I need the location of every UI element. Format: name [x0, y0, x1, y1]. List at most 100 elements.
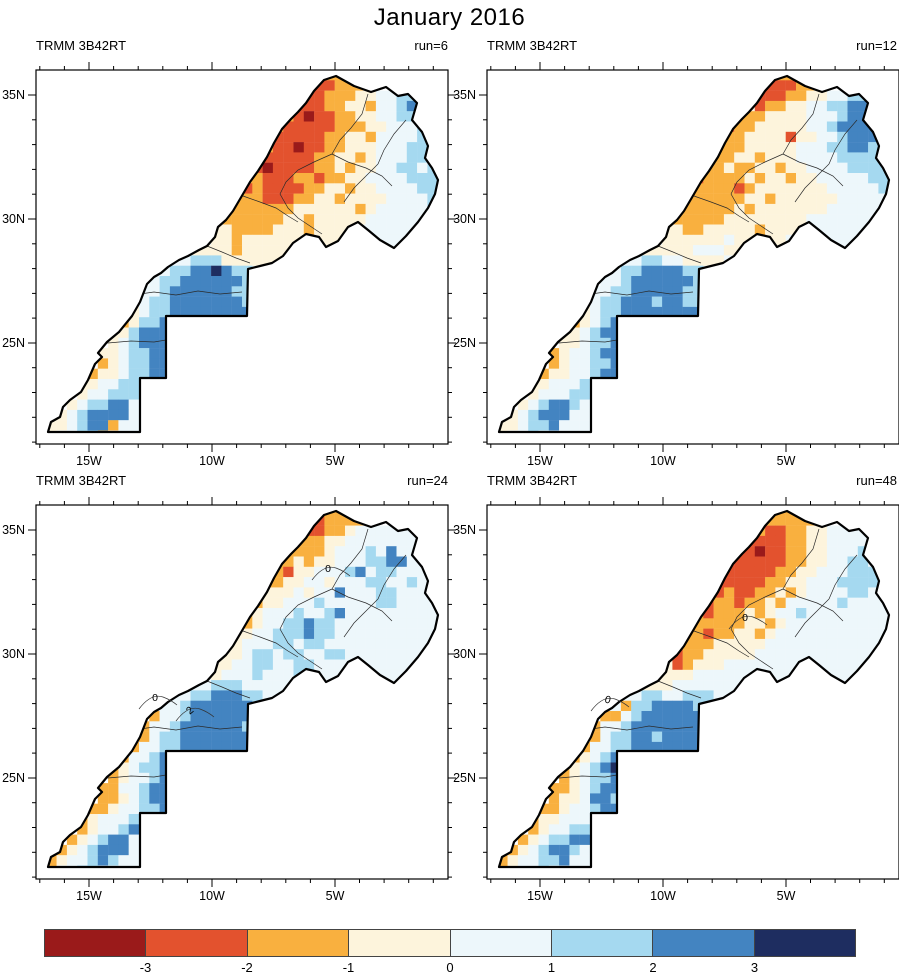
grid-cell: [816, 203, 828, 215]
grid-cell: [775, 525, 786, 537]
grid-cell: [252, 690, 263, 701]
grid-cell: [754, 224, 766, 235]
grid-cell: [857, 203, 869, 215]
grid-cell: [118, 855, 129, 866]
x-axis-label: 15W: [527, 889, 553, 903]
grid-cell: [651, 731, 663, 743]
grid-cell: [128, 358, 140, 369]
grid-cell: [87, 824, 98, 835]
grid-cell: [672, 680, 683, 691]
colorbar-tick-label: -1: [342, 960, 355, 975]
grid-cell: [868, 546, 879, 557]
grid-cell: [775, 183, 786, 194]
grid-cell: [847, 224, 858, 235]
grid-cell: [406, 142, 418, 153]
x-axis-label: 5W: [326, 454, 345, 468]
grid-cell: [744, 546, 755, 557]
grid-cell: [765, 224, 776, 235]
grid-cell: [242, 680, 253, 691]
grid-cell: [365, 131, 377, 143]
grid-cell: [610, 368, 622, 380]
grid-cell: [672, 659, 683, 670]
grid-cell: [816, 152, 828, 163]
grid-cell: [406, 608, 418, 619]
grid-cell: [672, 731, 683, 743]
grid-cell: [169, 358, 181, 369]
grid-cell: [538, 803, 549, 815]
contour-label: 0: [603, 694, 612, 707]
grid-cell: [437, 556, 438, 567]
grid-cell: [314, 659, 325, 670]
grid-cell: [888, 121, 889, 132]
grid-cell: [221, 276, 232, 287]
grid-cell: [888, 618, 889, 629]
grid-cell: [703, 224, 714, 235]
grid-cell: [775, 111, 786, 122]
grid-cell: [610, 276, 622, 287]
grid-cell: [754, 100, 766, 112]
grid-cell: [375, 142, 387, 153]
grid-cell: [406, 556, 418, 567]
grid-cell: [754, 142, 766, 153]
grid-cell: [231, 731, 243, 743]
grid-cell: [314, 203, 325, 215]
grid-cell: [610, 772, 622, 784]
grid-cell: [272, 173, 284, 184]
grid-cell: [272, 100, 284, 112]
grid-cell: [314, 214, 325, 225]
grid-cell: [610, 762, 622, 773]
grid-cell: [847, 587, 858, 598]
grid-cell: [386, 193, 397, 205]
grid-cell: [548, 399, 560, 411]
grid-cell: [837, 608, 848, 619]
grid-cell: [169, 731, 181, 743]
grid-cell: [847, 659, 858, 670]
grid-cell: [682, 711, 694, 722]
grid-cell: [427, 556, 438, 567]
grid-cell: [293, 587, 304, 598]
grid-cell: [600, 306, 611, 318]
grid-cell: [252, 193, 263, 205]
grid-cell: [324, 111, 335, 122]
grid-cell: [139, 783, 150, 794]
grid-cell: [713, 741, 725, 753]
grid-cell: [816, 535, 828, 547]
grid-cell: [785, 100, 797, 112]
grid-cell: [365, 142, 377, 153]
grid-cell: [149, 399, 160, 411]
grid-cell: [682, 690, 694, 701]
y-axis-label: 30N: [2, 647, 25, 661]
grid-cell: [806, 638, 817, 650]
grid-cell: [857, 535, 869, 547]
grid-cell: [837, 628, 848, 640]
grid-cell: [406, 121, 418, 132]
grid-cell: [283, 193, 294, 205]
grid-cell: [806, 162, 817, 174]
grid-cell: [365, 214, 377, 225]
grid-cell: [375, 587, 387, 598]
grid-cell: [579, 337, 591, 349]
grid-cell: [600, 762, 611, 773]
grid-cell: [314, 577, 325, 588]
grid-cell: [231, 255, 243, 266]
grid-cell: [806, 566, 817, 578]
grid-cell: [345, 597, 356, 609]
grid-cell: [221, 731, 232, 743]
grid-cell: [765, 546, 776, 557]
grid-cell: [744, 111, 755, 122]
grid-cell: [324, 556, 335, 567]
grid-cell: [775, 659, 786, 670]
grid-cell: [324, 535, 335, 547]
grid-cell: [375, 546, 387, 557]
grid-cell: [610, 296, 622, 308]
grid-cell: [796, 608, 807, 619]
grid-cell: [765, 131, 776, 143]
grid-cell: [816, 608, 828, 619]
grid-cell: [620, 358, 632, 369]
grid-cell: [672, 286, 683, 297]
y-axis-label: 35N: [453, 88, 476, 102]
grid-cell: [417, 608, 428, 619]
grid-cell: [283, 142, 294, 153]
grid-cell: [200, 214, 212, 225]
grid-cell: [386, 618, 397, 629]
